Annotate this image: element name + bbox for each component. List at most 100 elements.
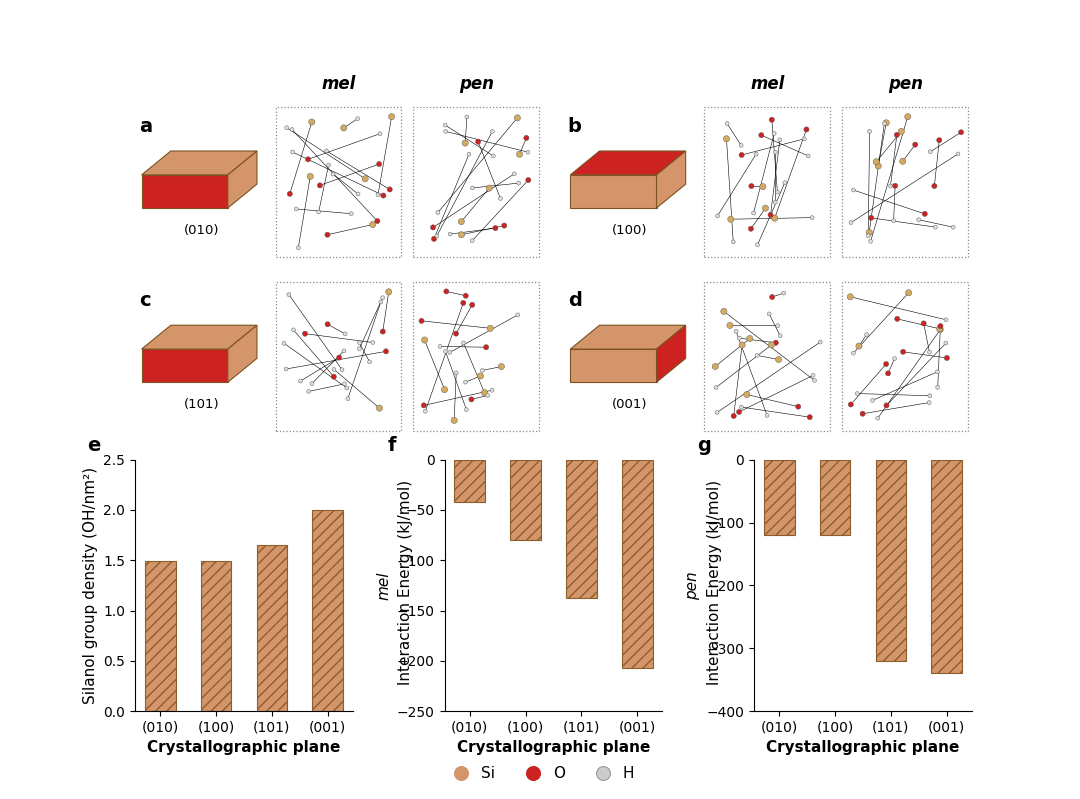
Point xyxy=(771,133,788,146)
Point xyxy=(303,116,321,129)
Point xyxy=(457,376,474,388)
Point xyxy=(457,289,474,302)
Point xyxy=(383,110,401,123)
Polygon shape xyxy=(141,325,257,349)
Point xyxy=(364,218,381,231)
Polygon shape xyxy=(657,325,686,382)
Point xyxy=(900,110,917,123)
Point xyxy=(505,168,523,181)
Point xyxy=(437,285,455,298)
Point xyxy=(888,129,905,141)
Text: g: g xyxy=(698,435,712,455)
Point xyxy=(463,298,481,311)
Bar xyxy=(622,459,652,668)
Point xyxy=(743,180,760,193)
Point xyxy=(732,400,750,413)
Point xyxy=(886,352,903,365)
Point xyxy=(339,392,356,405)
Point xyxy=(806,374,823,387)
Point xyxy=(879,367,896,380)
Point xyxy=(877,358,894,371)
Point xyxy=(278,121,295,134)
Bar xyxy=(510,459,541,540)
Point xyxy=(732,139,750,152)
Point xyxy=(742,222,759,235)
Point xyxy=(429,206,446,219)
Point xyxy=(342,207,360,220)
Point xyxy=(284,145,301,158)
Bar xyxy=(566,459,597,598)
X-axis label: Crystallographic plane: Crystallographic plane xyxy=(147,741,340,755)
Point xyxy=(299,153,316,165)
Point xyxy=(723,213,740,225)
Point xyxy=(745,207,762,220)
Point xyxy=(310,205,327,218)
Point xyxy=(275,337,293,350)
Point xyxy=(738,388,755,401)
Bar xyxy=(820,459,850,535)
Text: (001): (001) xyxy=(612,399,648,411)
Point xyxy=(281,188,298,201)
Point xyxy=(760,308,778,320)
Point xyxy=(921,389,939,402)
Point xyxy=(335,344,352,357)
Point xyxy=(927,221,944,233)
Point xyxy=(492,360,510,373)
Point xyxy=(372,127,389,140)
Point xyxy=(730,406,747,419)
Text: (100): (100) xyxy=(612,225,648,237)
Point xyxy=(882,180,900,193)
Point xyxy=(758,409,775,422)
Point xyxy=(929,365,946,378)
Point xyxy=(861,226,878,239)
Point xyxy=(283,123,300,136)
Bar xyxy=(931,459,962,674)
Point xyxy=(775,287,793,300)
Point xyxy=(491,192,509,205)
Point xyxy=(876,117,893,130)
Point xyxy=(325,370,342,383)
Point xyxy=(949,148,967,161)
Point xyxy=(442,228,459,240)
Point xyxy=(484,384,501,396)
Text: mel: mel xyxy=(751,74,785,93)
Point xyxy=(932,320,949,332)
Point xyxy=(426,233,443,245)
Point xyxy=(370,402,388,415)
Point xyxy=(869,160,887,173)
Point xyxy=(413,315,430,328)
Point xyxy=(945,221,962,233)
Bar xyxy=(257,545,287,711)
Text: f: f xyxy=(388,435,396,455)
Point xyxy=(718,117,735,130)
Point xyxy=(368,215,386,228)
Point xyxy=(789,400,807,413)
Point xyxy=(356,173,374,185)
Polygon shape xyxy=(141,151,257,175)
Point xyxy=(436,119,454,132)
Point xyxy=(932,323,949,336)
Point xyxy=(517,132,535,145)
Point xyxy=(338,382,355,395)
Point xyxy=(885,214,902,227)
Text: Interaction Energy (kJ/mol): Interaction Energy (kJ/mol) xyxy=(397,480,413,690)
Point xyxy=(436,345,454,358)
Point xyxy=(910,213,928,226)
Point xyxy=(920,396,937,409)
Point xyxy=(804,211,821,224)
Point xyxy=(481,181,498,194)
Point xyxy=(292,375,309,388)
Point xyxy=(939,352,956,364)
Point xyxy=(457,137,474,149)
Point xyxy=(777,177,794,189)
Point xyxy=(361,356,378,368)
Point xyxy=(764,113,781,126)
Point xyxy=(369,189,387,201)
Point xyxy=(916,208,933,221)
Point xyxy=(805,369,822,382)
Point xyxy=(487,222,504,235)
Point xyxy=(766,212,783,225)
Point xyxy=(725,410,742,423)
Text: (010): (010) xyxy=(184,225,219,237)
Point xyxy=(470,135,487,148)
